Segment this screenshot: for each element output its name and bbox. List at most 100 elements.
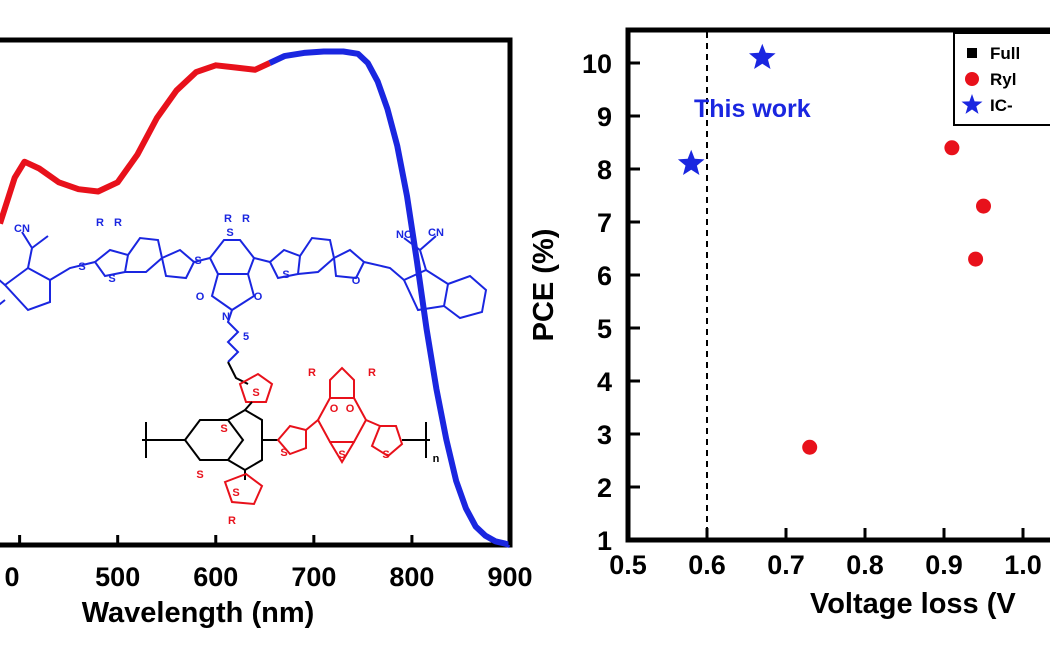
scatter-point-circle (976, 198, 991, 214)
donor-atom-label: n (433, 453, 440, 465)
scatter-points (677, 43, 991, 455)
acceptor-thiophene-1 (93, 248, 130, 278)
donor-thiophene-1 (276, 424, 307, 456)
spectrum-x-tick-label: 0 (4, 562, 19, 592)
scatter-x-tick-label: 0.7 (767, 550, 805, 580)
donor-atom-label: S (280, 447, 287, 459)
scatter-x-tick-label: 0.6 (688, 550, 726, 580)
acceptor-right-benzo (443, 274, 488, 320)
acceptor-right-dicyano (403, 235, 437, 271)
acceptor-atom-label: S (108, 273, 115, 285)
scatter-y-tick-label: 8 (597, 155, 612, 185)
donor-thiophene-2 (370, 425, 404, 458)
acceptor-molecule-structure (0, 231, 488, 363)
absorption-spectrum-panel: 0 500 600 700 800 900 Wavelength (nm) (0, 37, 533, 629)
donor-bdt-core-right (227, 408, 263, 472)
donor-bdt-core-left (183, 419, 245, 461)
acceptor-bond-1 (193, 257, 211, 263)
scatter-x-tick-label: 0.9 (925, 550, 963, 580)
scatter-point-circle (802, 439, 818, 455)
donor-atom-label: S (382, 449, 389, 461)
legend-entry-label: Full (990, 44, 1020, 63)
scatter-y-tick-label: 2 (597, 473, 612, 503)
spectrum-series-1 (268, 48, 511, 548)
donor-side-thiophene-top (238, 372, 274, 403)
scatter-y-tick-label: 1 (597, 526, 612, 556)
donor-atom-label: O (346, 403, 355, 415)
spectrum-axes-frame (0, 37, 513, 548)
spectrum-x-tick-label: 800 (389, 562, 434, 592)
donor-atom-label: S (338, 449, 345, 461)
acceptor-alkyl-linker (226, 309, 240, 363)
donor-polymer-structure (142, 361, 430, 506)
spectrum-x-tick-label: 600 (193, 562, 238, 592)
scatter-y-axis-label: PCE (%) (528, 229, 560, 342)
scatter-point-circle (968, 251, 984, 267)
acceptor-central-thiophene (208, 239, 256, 275)
acceptor-thiophene-4 (332, 248, 366, 280)
scatter-x-tick-label: 0.5 (609, 550, 647, 580)
spectrum-x-tick-label: 900 (487, 562, 532, 592)
spectrum-curves (0, 48, 511, 548)
donor-atom-label: S (232, 487, 239, 499)
acceptor-bond-2 (253, 257, 271, 263)
legend-entry-label: IC- (990, 96, 1013, 115)
donor-atom-label: S (196, 469, 203, 481)
acceptor-left-dicyano (21, 231, 49, 269)
scatter-y-tick-label: 9 (597, 102, 612, 132)
scatter-point-circle (944, 140, 960, 156)
acceptor-cpdt-2 (297, 236, 336, 275)
acceptor-atom-label: O (196, 291, 205, 303)
scatter-y-ticks: 1 2 3 4 5 6 7 8 9 10 (582, 49, 640, 556)
scatter-x-tick-label: 1.0 (1004, 550, 1042, 580)
donor-atom-label: R (368, 367, 376, 379)
donor-quinone-ring (316, 397, 368, 443)
acceptor-thiophene-2 (160, 248, 196, 280)
scatter-point-star (749, 43, 776, 69)
donor-bond-2 (305, 419, 319, 431)
scatter-y-tick-label: 3 (597, 420, 612, 450)
acceptor-atom-label: N (222, 311, 230, 323)
acceptor-atom-label: CN (14, 223, 30, 235)
donor-quinone-thiophene (329, 366, 355, 398)
scatter-y-tick-label: 4 (597, 367, 612, 397)
acceptor-thiophene-3 (268, 248, 302, 280)
acceptor-atom-label: R (114, 217, 122, 229)
spectrum-x-tick-label: 500 (95, 562, 140, 592)
acceptor-atom-label: NC (396, 229, 412, 241)
scatter-legend: Full Ryl IC- (953, 32, 1050, 126)
donor-atom-label: S (220, 423, 227, 435)
donor-atom-labels: S R S R O O S S S S S Rn (196, 367, 439, 527)
donor-atom-label: O (330, 403, 339, 415)
this-work-annotation: This work (694, 95, 811, 123)
acceptor-right-endgroup-ring (402, 268, 450, 312)
donor-bond-3 (365, 419, 381, 427)
acceptor-atom-label: S (282, 269, 289, 281)
scatter-axes-frame (625, 27, 1050, 543)
scatter-x-tick-label: 0.8 (846, 550, 884, 580)
acceptor-atom-label: R (242, 213, 250, 225)
acceptor-atom-label: 5 (243, 331, 249, 343)
scatter-y-tick-label: 10 (582, 49, 612, 79)
acceptor-left-endgroup-ring (3, 266, 51, 312)
scatter-y-tick-label: 6 (597, 261, 612, 291)
legend-star-marker (961, 94, 983, 114)
spectrum-x-axis-label: Wavelength (nm) (82, 597, 315, 629)
acceptor-cpdt-1 (125, 236, 164, 273)
acceptor-atom-label: S (78, 261, 85, 273)
spectrum-series-0 (0, 60, 271, 225)
acceptor-atom-label: S (226, 227, 233, 239)
legend-square-marker (967, 48, 977, 58)
spectrum-x-tick-label: 700 (291, 562, 336, 592)
legend-entry-label: Ryl (990, 70, 1016, 89)
acceptor-atom-label: R (224, 213, 232, 225)
donor-atom-label: R (308, 367, 316, 379)
donor-bottom-thiophene (329, 441, 355, 464)
scatter-y-tick-label: 5 (597, 314, 612, 344)
scatter-y-tick-label: 7 (597, 208, 612, 238)
acceptor-atom-label: O (254, 291, 263, 303)
acceptor-left-benzo (0, 279, 6, 306)
